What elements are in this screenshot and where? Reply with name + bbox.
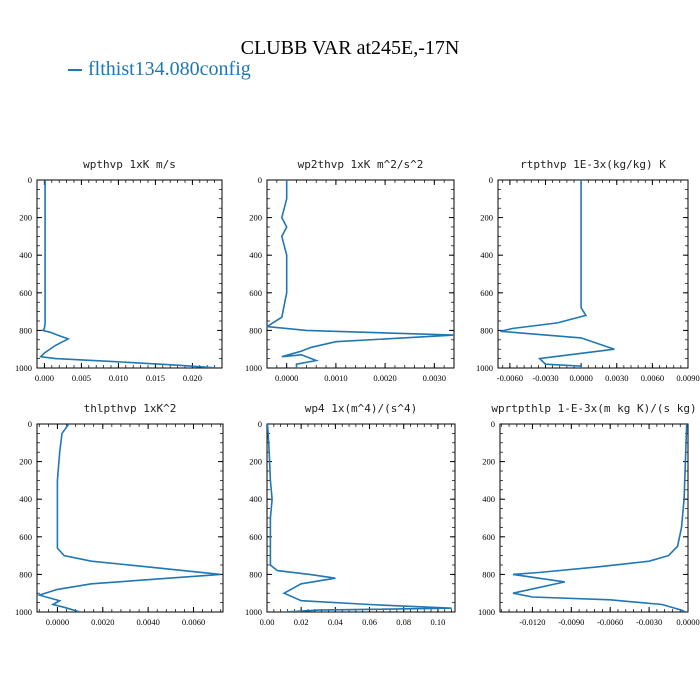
legend: flthist134.080config bbox=[68, 58, 251, 81]
subplot-3: rtpthvp 1E-3x(kg/kg) K02004006008001000-… bbox=[476, 158, 700, 383]
x-tick-label: 0.0020 bbox=[373, 373, 396, 383]
y-tick-label: 800 bbox=[480, 325, 493, 335]
x-tick-label: 0.0020 bbox=[91, 617, 114, 627]
y-tick-label: 1000 bbox=[478, 607, 495, 617]
x-tick-label: -0.0090 bbox=[558, 617, 584, 627]
x-tick-label: 0.0010 bbox=[324, 373, 347, 383]
subplot-4: thlpthvp 1xK^2 0 200 400 600 800 1000 0.0000 0.0… bbox=[15, 402, 224, 627]
y-tick-label: 1000 bbox=[476, 363, 493, 373]
subplot-2: wp2thvp 1xK m^2/s^2 0 200 400 600 800 1000 0.00… bbox=[245, 158, 455, 383]
series-line bbox=[37, 424, 221, 612]
subplot-title: wpthvp 1xK m/s bbox=[83, 158, 176, 171]
series-line bbox=[512, 424, 688, 612]
series-line bbox=[38, 180, 219, 368]
y-tick-label: 400 bbox=[249, 494, 262, 504]
y-tick-label: 0 bbox=[28, 419, 32, 429]
y-tick-label: 800 bbox=[249, 325, 262, 335]
y-tick-label: 800 bbox=[482, 569, 495, 579]
legend-label: flthist134.080config bbox=[88, 58, 251, 80]
subplot-title: rtpthvp 1E-3x(kg/kg) K bbox=[520, 158, 666, 171]
x-tick-label: 0.0000 bbox=[569, 373, 592, 383]
plot-frame bbox=[499, 423, 689, 613]
subplot-title: thlpthvp 1xK^2 bbox=[84, 402, 177, 415]
x-tick-label: 0.0030 bbox=[605, 373, 628, 383]
legend-swatch bbox=[68, 69, 82, 72]
subplot-title: wp2thvp 1xK m^2/s^2 bbox=[298, 158, 424, 171]
x-tick-label: 0.04 bbox=[328, 617, 344, 627]
x-tick-label: 0.015 bbox=[146, 373, 165, 383]
x-tick-label: 0.0060 bbox=[641, 373, 664, 383]
y-tick-label: 1000 bbox=[245, 363, 262, 373]
y-tick-label: 0 bbox=[258, 419, 262, 429]
x-tick-label: 0.0040 bbox=[136, 617, 159, 627]
x-tick-label: 0.005 bbox=[72, 373, 91, 383]
y-tick-label: 0 bbox=[489, 175, 493, 185]
y-tick-label: 600 bbox=[249, 288, 262, 298]
subplot-title: wp4 1x(m^4)/(s^4) bbox=[305, 402, 418, 415]
plot-frame bbox=[266, 423, 456, 613]
y-tick-label: 400 bbox=[19, 250, 32, 260]
plot-frame bbox=[36, 423, 224, 613]
y-tick-label: 400 bbox=[249, 250, 262, 260]
figure-title: CLUBB VAR at245E,-17N bbox=[240, 37, 460, 59]
x-tick-label: -0.0030 bbox=[532, 373, 558, 383]
x-tick-label: 0.06 bbox=[362, 617, 377, 627]
subplot-title: wprtpthlp 1-E-3x(m kg K)/(s kg) bbox=[491, 402, 696, 415]
x-tick-label: -0.0030 bbox=[636, 617, 662, 627]
y-tick-label: 0 bbox=[258, 175, 262, 185]
y-tick-label: 600 bbox=[249, 532, 262, 542]
y-tick-label: 800 bbox=[19, 569, 32, 579]
x-tick-label: -0.0060 bbox=[497, 373, 523, 383]
y-tick-label: 200 bbox=[249, 457, 262, 467]
x-tick-label: 0.0030 bbox=[423, 373, 446, 383]
x-tick-label: 0.0000 bbox=[676, 617, 699, 627]
x-tick-label: 0.0090 bbox=[676, 373, 699, 383]
x-tick-label: 0.010 bbox=[109, 373, 128, 383]
y-tick-label: 200 bbox=[19, 213, 32, 223]
x-tick-label: -0.0060 bbox=[597, 617, 623, 627]
y-tick-label: 600 bbox=[482, 532, 495, 542]
x-tick-label: 0.000 bbox=[35, 373, 54, 383]
x-tick-label: -0.0120 bbox=[519, 617, 545, 627]
x-tick-label: 0.0000 bbox=[275, 373, 298, 383]
y-tick-label: 0 bbox=[28, 175, 32, 185]
y-tick-label: 600 bbox=[19, 288, 32, 298]
subplot-6: wprtpthlp 1-E-3x(m kg K)/(s kg) 0 200 400 60… bbox=[478, 402, 700, 627]
y-tick-label: 800 bbox=[19, 325, 32, 335]
y-tick-label: 400 bbox=[482, 494, 495, 504]
x-tick-label: 0.10 bbox=[430, 617, 445, 627]
y-tick-label: 1000 bbox=[15, 363, 32, 373]
y-tick-label: 800 bbox=[249, 569, 262, 579]
y-tick-label: 600 bbox=[480, 288, 493, 298]
y-tick-label: 600 bbox=[19, 532, 32, 542]
y-tick-label: 200 bbox=[480, 213, 493, 223]
x-tick-label: 0.02 bbox=[294, 617, 309, 627]
series-line bbox=[267, 424, 452, 612]
series-line bbox=[500, 180, 615, 368]
x-tick-label: 0.0060 bbox=[182, 617, 205, 627]
plot-frame bbox=[497, 179, 689, 369]
y-tick-label: 200 bbox=[249, 213, 262, 223]
series-line bbox=[267, 180, 454, 368]
x-tick-label: 0.08 bbox=[396, 617, 411, 627]
y-tick-label: 0 bbox=[491, 419, 495, 429]
y-tick-label: 400 bbox=[19, 494, 32, 504]
y-tick-label: 1000 bbox=[15, 607, 32, 617]
y-tick-label: 200 bbox=[482, 457, 495, 467]
y-tick-label: 200 bbox=[19, 457, 32, 467]
x-tick-label: 0.0000 bbox=[46, 617, 69, 627]
y-tick-label: 400 bbox=[480, 250, 493, 260]
y-tick-label: 1000 bbox=[245, 607, 262, 617]
x-tick-label: 0.020 bbox=[183, 373, 202, 383]
x-tick-label: 0.00 bbox=[260, 617, 275, 627]
